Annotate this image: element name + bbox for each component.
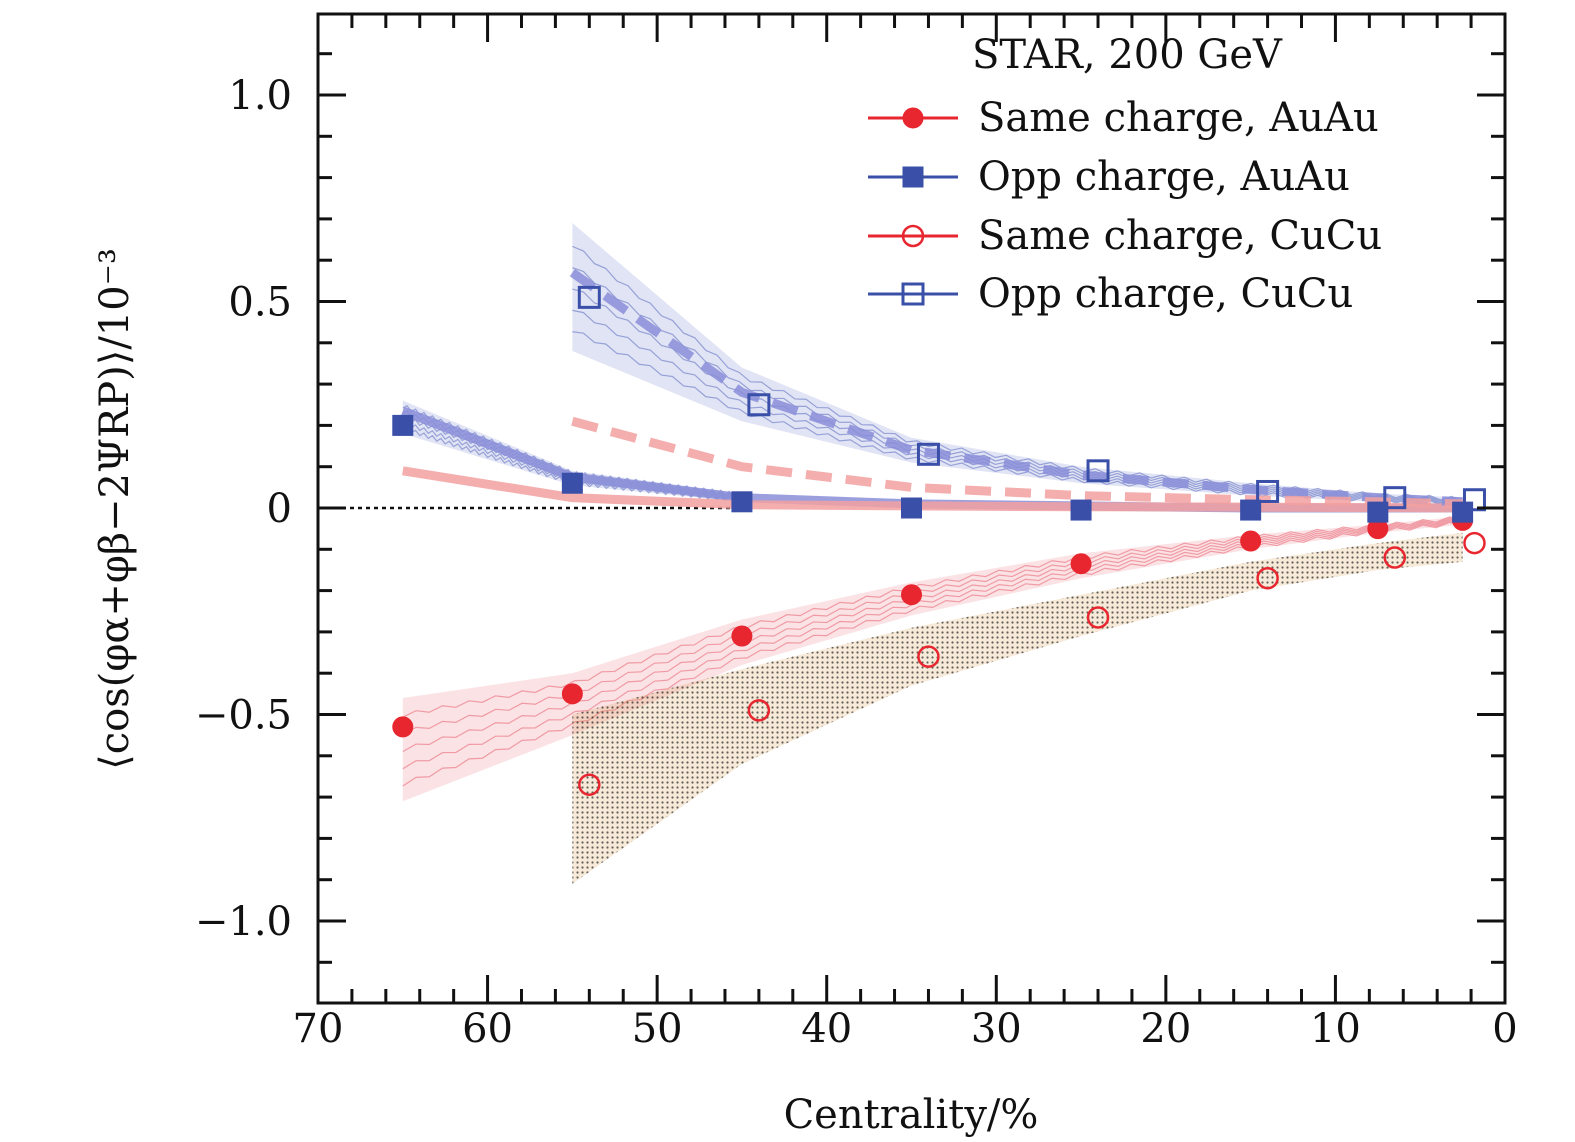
- data-point: [561, 472, 583, 494]
- x-tick-labels: 70 60 50 40 30 20 10 0: [293, 1006, 1518, 1052]
- data-point: [577, 285, 601, 309]
- data-point: [1463, 531, 1486, 555]
- legend-label: Opp charge, AuAu: [978, 154, 1350, 200]
- uncertainty-band-hatch: [572, 331, 1463, 507]
- data-point: [1256, 566, 1279, 590]
- data-points: [392, 285, 1486, 796]
- y-tick-label: 1.0: [228, 73, 292, 119]
- uncertainty-band-hatch: [572, 309, 1463, 505]
- uncertainty-band-texture: [572, 532, 1463, 884]
- y-tick-label: 0.5: [228, 280, 292, 326]
- data-point: [731, 491, 753, 513]
- legend-marker: [902, 107, 924, 129]
- uncertainty-bands: [402, 223, 1463, 884]
- series-2: [392, 414, 1474, 523]
- uncertainty-band-hatch: [402, 520, 1463, 770]
- x-tick-label: 30: [971, 1006, 1022, 1052]
- legend-marker: [901, 224, 925, 248]
- y-tick-label: −0.5: [195, 693, 292, 739]
- x-axis-title: Centrality/%: [784, 1092, 1039, 1138]
- data-point: [1086, 459, 1110, 483]
- legend-label: Opp charge, CuCu: [978, 271, 1353, 317]
- data-point: [1462, 488, 1486, 512]
- legend-entry: Opp charge, AuAu: [868, 154, 1350, 200]
- data-point: [1367, 501, 1389, 523]
- x-tick-label: 10: [1310, 1006, 1361, 1052]
- x-tick-label: 50: [632, 1006, 683, 1052]
- x-tick-label: 0: [1492, 1006, 1517, 1052]
- data-point: [1452, 501, 1474, 523]
- legend-label: Same charge, CuCu: [978, 213, 1382, 259]
- data-point: [1070, 553, 1092, 575]
- legend-title: STAR, 200 GeV: [972, 32, 1283, 78]
- legend-entry: Opp charge, CuCu: [868, 271, 1353, 317]
- data-point: [1086, 606, 1110, 629]
- data-point: [578, 773, 601, 796]
- data-point: [901, 497, 922, 519]
- series-4: [577, 285, 1486, 512]
- legend-marker: [902, 166, 924, 188]
- data-point: [392, 414, 414, 436]
- data-point: [392, 716, 414, 738]
- x-tick-label: 40: [801, 1006, 852, 1052]
- data-point: [1383, 546, 1407, 569]
- data-point: [1240, 530, 1262, 552]
- legend-entry: Same charge, CuCu: [868, 213, 1382, 259]
- legend-marker: [901, 282, 925, 306]
- x-tick-label: 20: [1140, 1006, 1191, 1052]
- legend: STAR, 200 GeV Same charge, AuAu Opp charg…: [868, 32, 1382, 317]
- data-point: [561, 683, 583, 705]
- legend-label: Same charge, AuAu: [978, 95, 1379, 141]
- y-axis-title: ⟨cos(φα+φβ−2ΨRP)⟩/10⁻³: [92, 248, 138, 770]
- data-point: [747, 699, 771, 722]
- data-point: [731, 625, 753, 647]
- model-curve-solid: [402, 466, 1463, 513]
- y-tick-labels: 1.0 0.5 0 −0.5 −1.0: [195, 73, 292, 945]
- series-3: [578, 531, 1486, 796]
- y-tick-label: 0: [267, 486, 292, 532]
- data-point: [1256, 479, 1280, 503]
- data-point: [747, 393, 771, 417]
- data-point: [916, 442, 940, 466]
- data-point: [1240, 499, 1262, 521]
- x-tick-label: 60: [462, 1006, 513, 1052]
- data-point: [901, 584, 922, 606]
- x-tick-label: 70: [293, 1006, 344, 1052]
- y-tick-label: −1.0: [195, 899, 292, 945]
- data-point: [1383, 486, 1407, 510]
- data-point: [1070, 499, 1092, 521]
- data-point: [917, 645, 940, 668]
- axis-ticks: [316, 14, 1507, 1003]
- legend-entry: Same charge, AuAu: [868, 95, 1379, 141]
- uncertainty-band-hatch: [402, 516, 1463, 718]
